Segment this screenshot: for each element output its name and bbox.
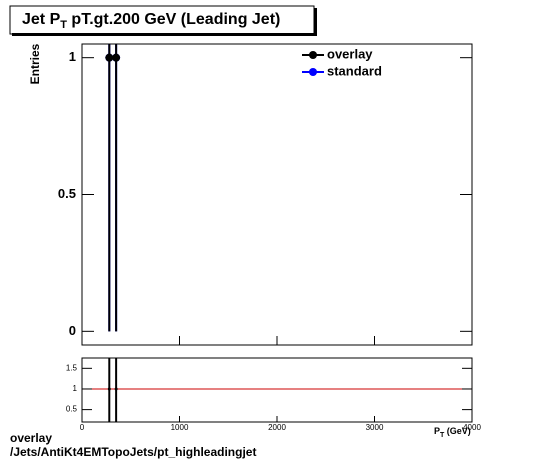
axes: 00.510.511.50 1000 2000 3000 4000 — [58, 49, 482, 432]
plot-frame — [81, 43, 473, 346]
main-plot — [105, 44, 121, 332]
ratio-point — [114, 387, 118, 391]
legend: overlay standard — [302, 46, 382, 78]
data-point — [112, 53, 121, 62]
ratio-y-tick-label: 1 — [73, 384, 78, 393]
legend-marker — [309, 68, 317, 76]
title-box — [9, 5, 315, 35]
ratio-point — [107, 387, 111, 391]
x-axis-label: PT (GeV) — [434, 426, 471, 438]
footer-label: overlay — [10, 431, 52, 445]
chart-title: Jet PT pT.gt.200 GeV (Leading Jet) — [22, 11, 280, 31]
ratio-frame — [81, 357, 473, 423]
title-shadow — [12, 33, 316, 36]
y-tick-label: 0 — [69, 323, 76, 338]
ratio-plot — [82, 358, 472, 422]
x-tick-label: 0 — [80, 423, 85, 432]
ratio-y-tick-label: 0.5 — [66, 405, 78, 414]
y-tick-label: 0.5 — [58, 186, 76, 201]
x-tick-label: 3000 — [366, 423, 384, 432]
data-point — [105, 53, 114, 62]
legend-marker — [309, 51, 317, 59]
legend-label: overlay — [327, 46, 373, 61]
x-tick-label: 2000 — [268, 423, 286, 432]
title-shadow — [314, 8, 317, 36]
x-tick-label: 1000 — [171, 423, 189, 432]
x-tick-label: 4000 — [463, 423, 481, 432]
y-axis-label: Entries — [28, 43, 42, 84]
ratio-y-tick-label: 1.5 — [66, 363, 78, 372]
y-tick-label: 1 — [69, 49, 76, 64]
footer-path: /Jets/AntiKt4EMTopoJets/pt_highleadingje… — [10, 445, 256, 459]
legend-label: standard — [327, 63, 382, 78]
